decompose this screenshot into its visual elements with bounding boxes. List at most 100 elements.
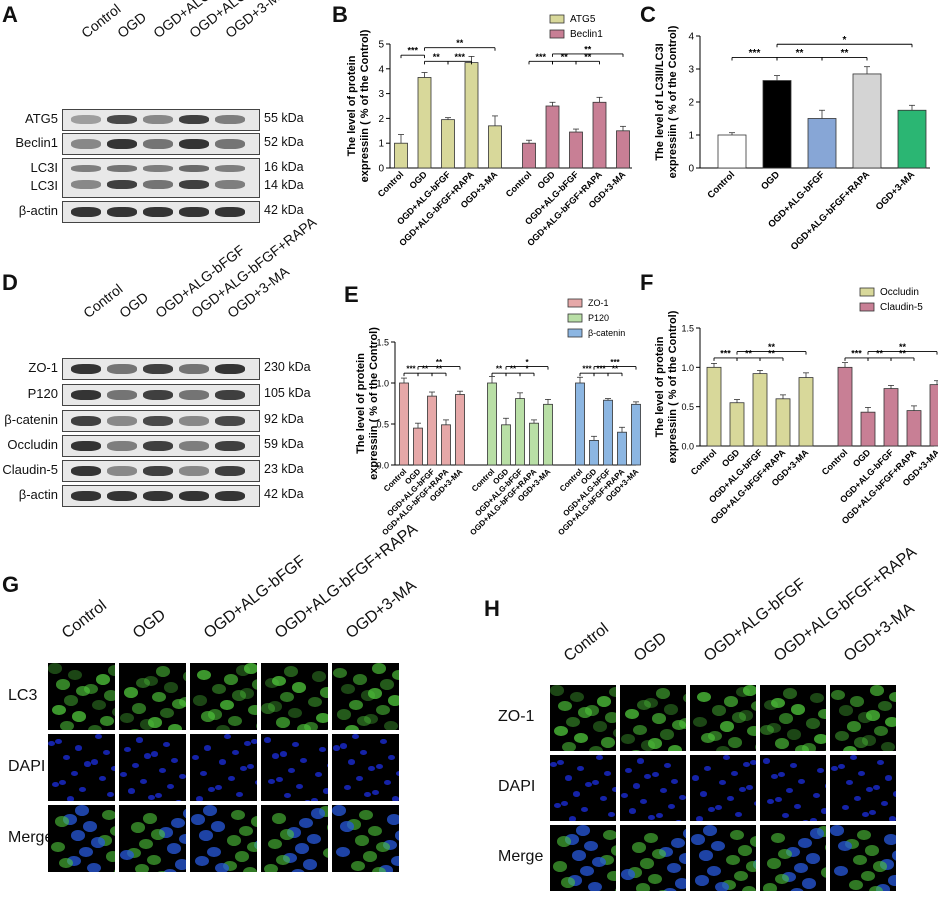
cell-mark: [565, 716, 580, 728]
cell-mark: [250, 816, 257, 827]
cell-mark: [114, 867, 115, 872]
significance-label: **: [436, 365, 443, 374]
cell-mark: [359, 809, 374, 821]
cell-mark: [868, 886, 883, 891]
cell-mark: [655, 889, 670, 891]
cell-mark: [279, 751, 287, 757]
chart-b: 0 1 2 3 4 5 The level of protein expressiin ( %…: [346, 14, 632, 248]
cell-mark: [382, 839, 397, 851]
cell-mark: [99, 715, 114, 727]
bar: [807, 118, 837, 169]
cell-mark: [635, 883, 650, 891]
y-axis-label-line2: expressiin ( % of the Control): [368, 327, 380, 480]
if-image-tile: [119, 734, 186, 801]
significance-label: **: [876, 348, 884, 358]
cell-mark: [648, 738, 663, 749]
cell-mark: [212, 683, 227, 695]
if-image-tile: [48, 663, 115, 730]
cell-mark: [288, 707, 303, 719]
cell-mark: [182, 808, 186, 819]
y-tick-label: 3: [688, 65, 694, 76]
cell-mark: [675, 819, 683, 821]
y-tick-label: 3: [378, 89, 384, 100]
cell-mark: [66, 855, 81, 867]
cell-mark: [715, 805, 723, 811]
cell-mark: [276, 717, 291, 728]
cell-mark: [861, 811, 869, 817]
cell-mark: [356, 715, 371, 727]
cell-mark: [102, 809, 115, 821]
blot-band: [179, 165, 209, 172]
blot-band: [71, 466, 101, 476]
bar: [906, 410, 922, 447]
cell-mark: [849, 879, 864, 891]
significance-label: **: [768, 342, 776, 352]
cell-mark: [783, 688, 798, 699]
bar: [399, 382, 409, 466]
cell-mark: [648, 815, 656, 821]
cell-mark: [722, 879, 737, 891]
cell-mark: [596, 696, 611, 707]
cell-mark: [106, 851, 115, 862]
y-tick-label: 0.0: [681, 442, 694, 452]
cell-mark: [384, 720, 399, 730]
cell-mark: [60, 720, 75, 730]
if-image-tile: [830, 685, 896, 751]
cell-mark: [275, 854, 290, 866]
cell-mark: [857, 770, 865, 777]
blot-band: [71, 180, 101, 189]
cell-mark: [837, 764, 845, 770]
cell-mark: [640, 799, 648, 805]
blot-lane-label: Control: [80, 280, 126, 321]
cell-mark: [347, 819, 362, 830]
cell-mark: [834, 730, 849, 742]
legend-label: P120: [588, 313, 609, 323]
cell-mark: [352, 674, 367, 685]
blot-strip: [62, 201, 260, 223]
cell-mark: [793, 862, 808, 874]
bar: [592, 101, 607, 169]
cell-mark: [771, 697, 786, 709]
blot-kda-label: 52 kDa: [264, 135, 304, 149]
cell-mark: [291, 868, 306, 872]
if-image-tile: [550, 685, 616, 751]
cell-mark: [63, 754, 71, 761]
cell-mark: [323, 788, 328, 794]
cell-mark: [91, 699, 106, 711]
cell-mark: [155, 792, 163, 799]
cell-mark: [734, 811, 742, 817]
cell-mark: [731, 712, 746, 723]
cell-mark: [750, 700, 756, 712]
if-image-tile: [261, 805, 328, 872]
panel-label-d: D: [2, 270, 18, 295]
y-tick-label: 2: [688, 98, 694, 109]
blot-kda-label: 42 kDa: [264, 203, 304, 217]
cell-mark: [192, 695, 207, 706]
cell-mark: [367, 825, 382, 837]
cell-mark: [196, 796, 204, 801]
cell-mark: [371, 789, 379, 795]
blot-row-label: Beclin1: [15, 135, 58, 150]
cell-mark: [663, 762, 671, 769]
cell-mark: [557, 700, 572, 712]
bar: [883, 388, 899, 447]
significance-label: **: [561, 52, 569, 62]
cell-mark: [272, 675, 287, 687]
cell-mark: [371, 867, 386, 872]
bar: [762, 80, 792, 169]
cell-mark: [644, 697, 659, 709]
if-column-label: Control: [560, 620, 613, 666]
significance-label: **: [899, 348, 907, 358]
bar: [545, 105, 560, 169]
if-image-tile: [550, 755, 616, 821]
blot-band: [179, 115, 209, 124]
cell-mark: [234, 851, 249, 862]
cell-mark: [624, 767, 632, 773]
cell-mark: [876, 884, 891, 891]
blot-band: [71, 115, 101, 124]
y-tick-label: 2: [378, 114, 384, 125]
cell-mark: [723, 696, 738, 707]
blot-band: [215, 207, 245, 217]
cell-mark: [224, 674, 239, 685]
cell-mark: [387, 754, 395, 761]
